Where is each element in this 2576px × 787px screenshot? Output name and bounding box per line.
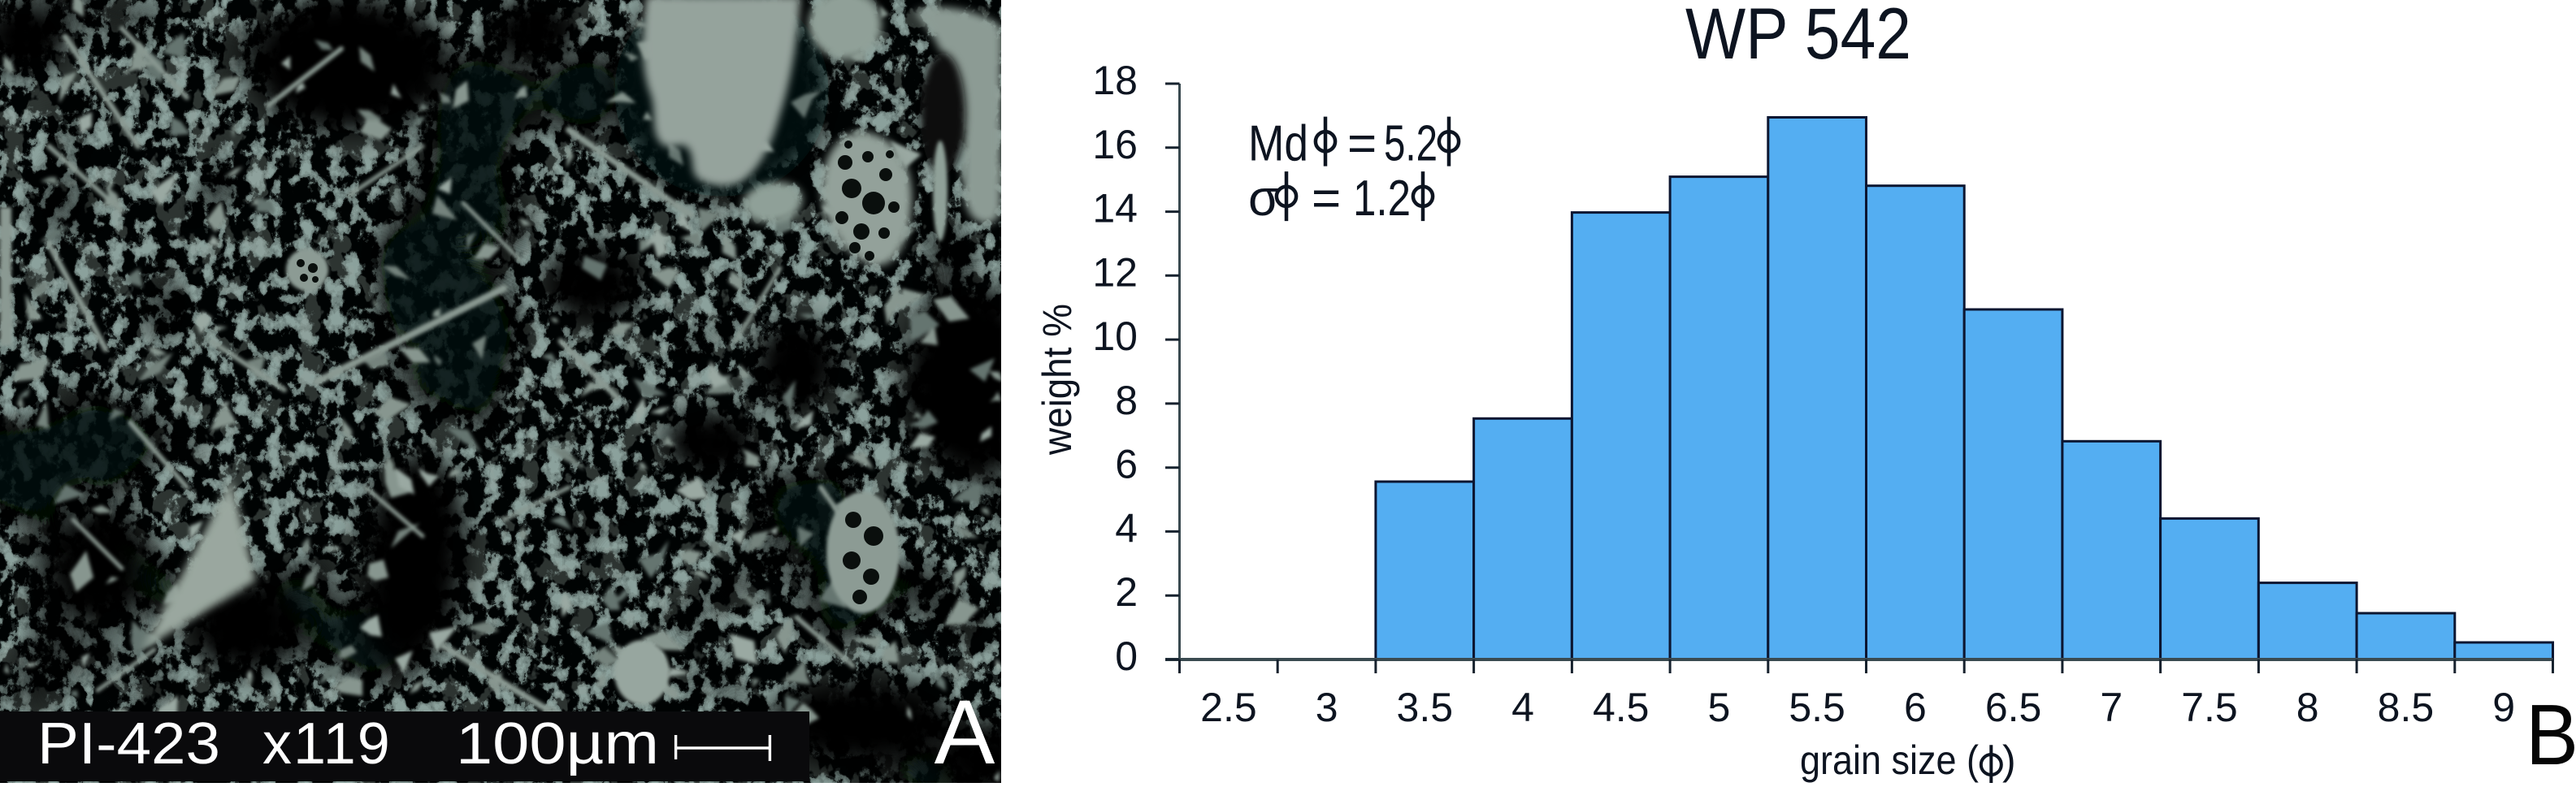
svg-text:5: 5 (1707, 685, 1730, 730)
svg-text:Md: Md (1248, 116, 1308, 172)
svg-text:8.5: 8.5 (2378, 685, 2435, 730)
svg-text:3.5: 3.5 (1397, 685, 1454, 730)
svg-text:): ) (2002, 737, 2016, 783)
svg-text:6: 6 (1904, 685, 1927, 730)
svg-text:14: 14 (1092, 186, 1138, 231)
svg-text:4.5: 4.5 (1593, 685, 1650, 730)
svg-text:grain size (: grain size ( (1800, 737, 1979, 783)
svg-text:8: 8 (1115, 378, 1138, 423)
svg-text:x119: x119 (262, 711, 392, 776)
svg-text:3: 3 (1316, 685, 1338, 730)
svg-text:4: 4 (1511, 685, 1534, 730)
svg-text:12: 12 (1092, 249, 1138, 295)
svg-text:4: 4 (1115, 505, 1138, 551)
svg-text:weight %: weight % (1034, 304, 1080, 456)
svg-text:2: 2 (1115, 569, 1138, 615)
svg-text:5.2: 5.2 (1384, 116, 1438, 172)
svg-text:9: 9 (2492, 685, 2515, 730)
svg-text:=: = (1312, 171, 1341, 227)
svg-text:5.5: 5.5 (1789, 685, 1845, 730)
svg-text:PI-423: PI-423 (37, 711, 220, 776)
svg-text:WP 542: WP 542 (1685, 0, 1911, 74)
svg-text:σ: σ (1248, 171, 1279, 227)
svg-text:1.2: 1.2 (1353, 171, 1411, 227)
svg-text:6: 6 (1115, 442, 1138, 487)
svg-text:8: 8 (2296, 685, 2319, 730)
svg-text:7.5: 7.5 (2181, 685, 2238, 730)
svg-text:=: = (1347, 116, 1377, 172)
svg-text:7: 7 (2100, 685, 2123, 730)
svg-text:B: B (2526, 687, 2576, 783)
svg-text:100µm: 100µm (456, 711, 659, 776)
svg-text:6.5: 6.5 (1985, 685, 2042, 730)
svg-text:18: 18 (1092, 58, 1138, 103)
svg-text:16: 16 (1092, 122, 1138, 167)
svg-text:0: 0 (1115, 633, 1138, 679)
svg-text:2.5: 2.5 (1200, 685, 1257, 730)
svg-text:10: 10 (1092, 314, 1138, 359)
svg-text:A: A (935, 681, 995, 783)
